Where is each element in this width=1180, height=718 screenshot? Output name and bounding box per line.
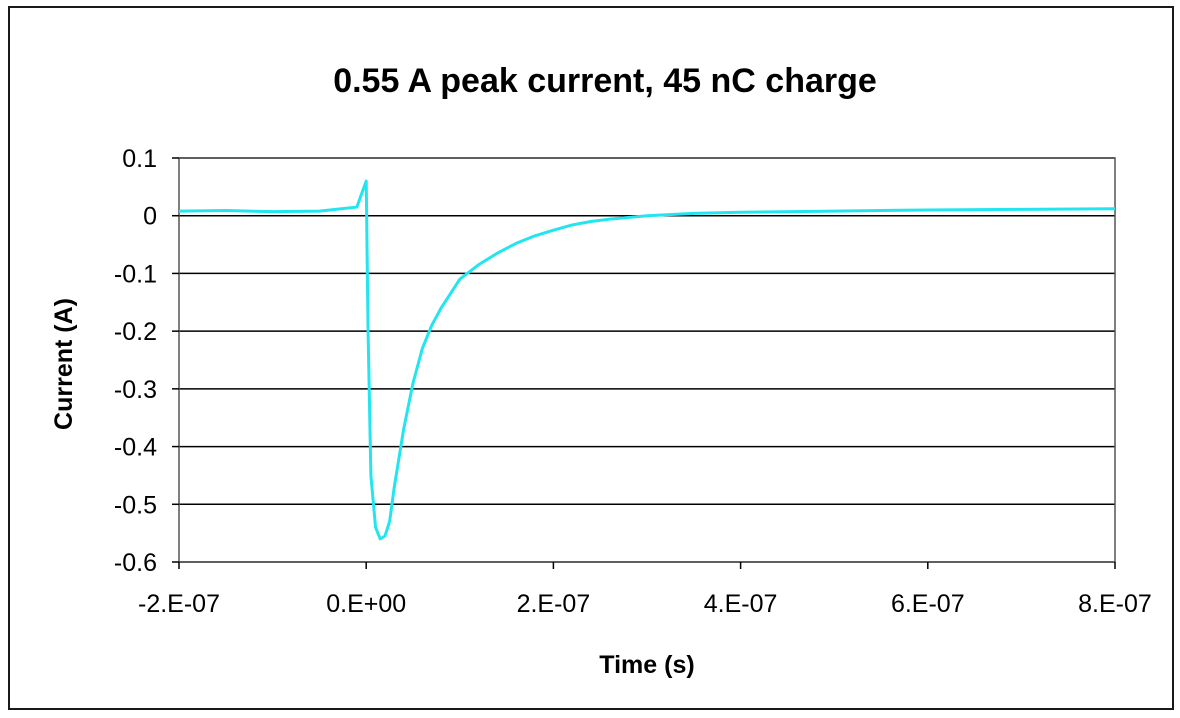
x-tick-label: 0.E+00: [326, 590, 406, 618]
x-axis: -2.E-07 0.E+00 2.E-07 4.E-07 6.E-07 8.E-07: [138, 562, 1152, 618]
plot-area: [178, 157, 1116, 563]
x-axis-label: Time (s): [599, 651, 694, 679]
y-axis-label: Current (A): [50, 298, 78, 430]
chart-frame: [8, 6, 1174, 710]
series-line: [178, 179, 1116, 541]
y-tick-label: 0.1: [122, 145, 157, 173]
y-tick-label: -0.2: [114, 318, 157, 346]
gridlines: [179, 157, 1115, 563]
y-tick-label: -0.4: [114, 434, 157, 462]
x-tick-label: 2.E-07: [517, 590, 591, 618]
y-tick-label: -0.3: [114, 376, 157, 404]
x-tick-label: 4.E-07: [704, 590, 778, 618]
y-tick-label: -0.1: [114, 260, 157, 288]
series-group: [178, 179, 1116, 541]
x-tick-label: 8.E-07: [1078, 590, 1152, 618]
y-tick-label: 0: [143, 203, 157, 231]
y-axis: 0.1 0 -0.1 -0.2 -0.3 -0.4 -0.5 -0.6: [114, 145, 179, 577]
y-tick-label: -0.6: [114, 549, 157, 577]
x-tick-label: -2.E-07: [138, 590, 220, 618]
y-tick-label: -0.5: [114, 491, 157, 519]
chart-title: 0.55 A peak current, 45 nC charge: [333, 62, 877, 100]
x-tick-label: 6.E-07: [891, 590, 965, 618]
